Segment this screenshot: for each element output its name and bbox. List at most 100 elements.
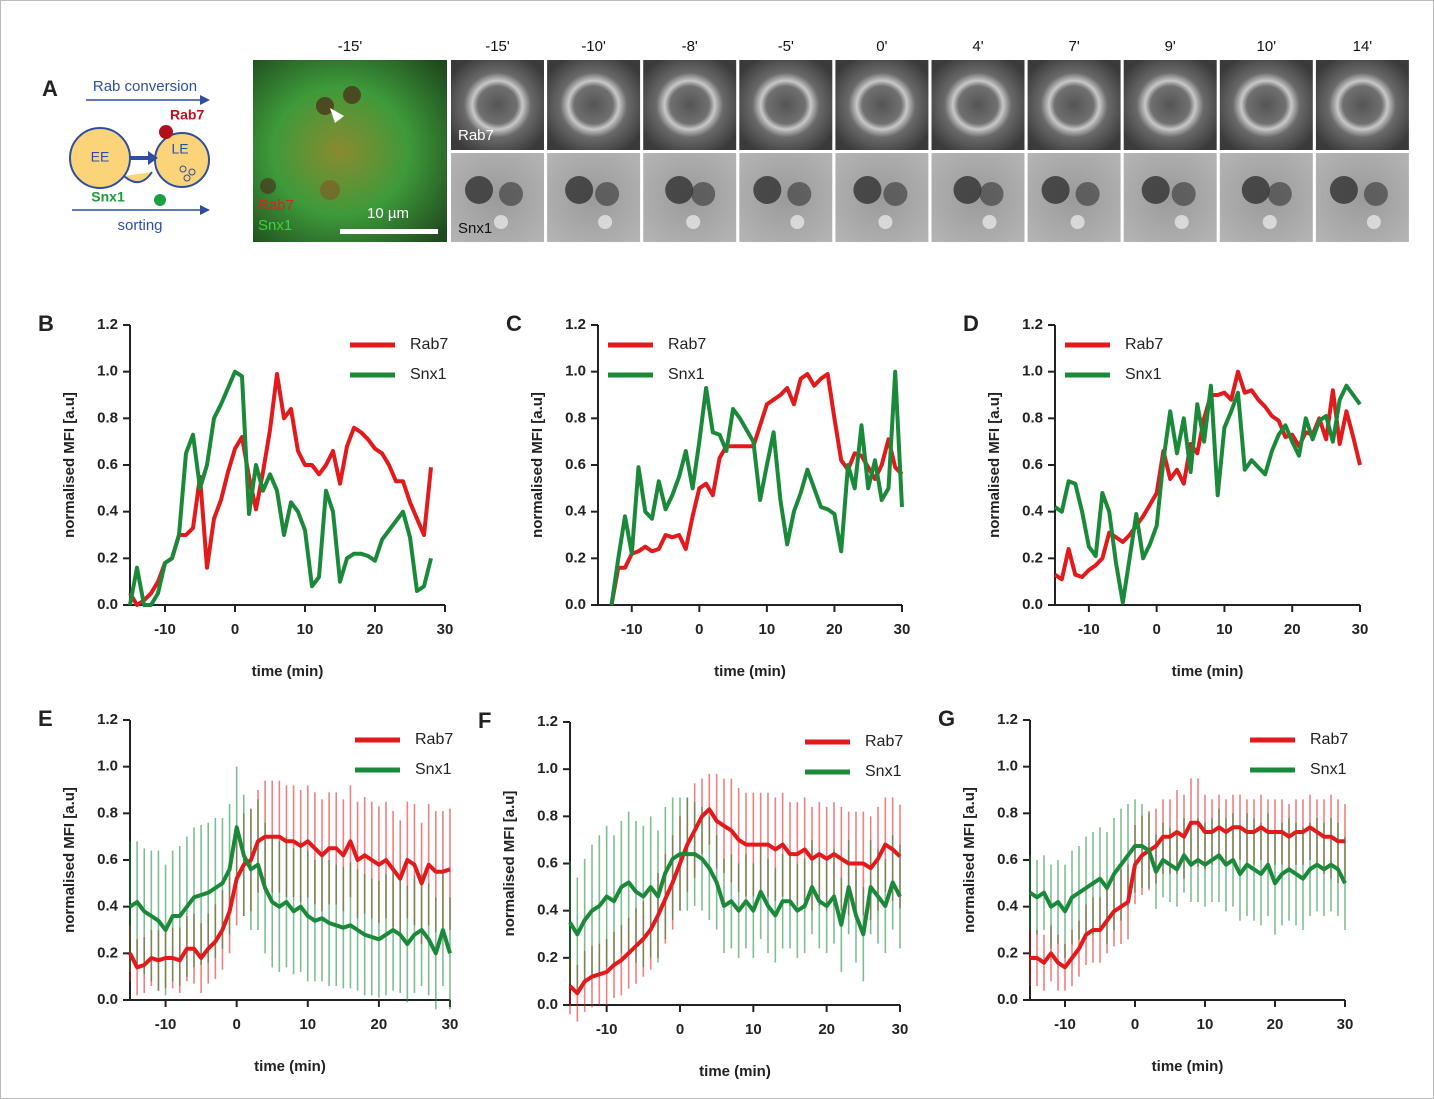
time-label: -5' [778,38,794,55]
tile-feature [565,176,594,204]
schematic-text: Snx1 [91,189,125,205]
snx1-tile [1027,153,1121,242]
schematic-text: Rab conversion [93,78,197,95]
schematic-text: LE [171,141,188,157]
tile-feature [686,215,701,229]
y-tick-label: 0.0 [97,991,118,1008]
time-label: 0' [876,38,887,55]
y-tick-label: 1.2 [537,713,558,730]
y-tick-label: 0.0 [565,596,586,613]
schematic-text: EE [91,149,110,165]
series-line [568,807,902,996]
vesicle [183,174,191,182]
series-line [1030,820,1345,970]
y-tick-label: 0.2 [97,549,118,566]
x-tick-label: 20 [826,621,843,638]
y-tick-label: 0.4 [997,898,1019,915]
tile-feature [494,215,508,229]
y-tick-label: 0.6 [1022,456,1043,473]
time-label: 14' [1353,38,1373,55]
x-tick-label: -10 [155,1016,177,1033]
arrowhead [200,95,210,105]
y-tick-label: 0.0 [537,996,558,1013]
channel-label: Snx1 [258,217,292,234]
series-line [1028,844,1347,914]
legend-label: Rab7 [415,731,453,748]
x-tick-label: 20 [371,1016,388,1033]
y-tick-label: 0.2 [1022,549,1043,566]
time-label: -15' [338,38,363,55]
schematic-text: Rab7 [170,107,204,123]
x-tick-label: 10 [1197,1016,1214,1033]
x-tick-label: 0 [676,1021,684,1038]
x-tick-label: 30 [1337,1016,1354,1033]
y-tick-label: 1.0 [997,758,1018,775]
legend-label: Rab7 [668,336,706,353]
tile-feature [753,176,782,204]
x-tick-label: 30 [1352,621,1369,638]
y-axis-label: normalised MFI [a.u] [501,791,518,937]
legend-label: Rab7 [1125,336,1163,353]
rab7-tile [835,60,929,150]
time-label: -15' [485,38,510,55]
y-tick-label: 0.8 [537,807,558,824]
montage: -15' -10' -8' -5' 0' 4' 7' 9' 10' 14' Rab7 Snx1 [451,38,1409,242]
y-tick-label: 0.6 [97,851,118,868]
x-tick-label: 0 [695,621,703,638]
tile-feature [691,182,716,206]
tile-feature [465,176,493,204]
vesicle [179,165,187,173]
legend-label: Snx1 [865,763,902,780]
legend-label: Snx1 [668,366,705,383]
panel-label: C [506,311,522,336]
x-tick-label: 20 [367,621,384,638]
tile-feature [787,182,812,206]
x-tick-label: 10 [745,1021,762,1038]
y-tick-label: 0.2 [565,549,586,566]
x-axis-label: time (min) [252,663,324,680]
tile-feature [878,215,893,229]
y-tick-label: 0.0 [97,596,118,613]
y-tick-label: 0.4 [97,898,119,915]
legend-label: Snx1 [410,366,447,383]
time-label: 10' [1257,38,1277,55]
x-tick-label: 20 [1284,621,1301,638]
arrowhead [148,151,158,165]
y-tick-label: 0.4 [537,902,559,919]
x-tick-label: -10 [154,621,176,638]
rab7-tile [931,60,1025,150]
tile-feature [499,182,523,206]
series-line [609,372,904,606]
tile-feature [853,176,882,204]
y-axis-label: normalised MFI [a.u] [986,392,1003,538]
panel-label: A [42,76,58,101]
x-tick-label: 30 [442,1016,459,1033]
scale-bar-label: 10 µm [367,205,409,222]
snx1-tile [547,153,641,242]
rab7-tile [739,60,833,150]
y-tick-label: 0.4 [1022,503,1044,520]
tile-feature [883,182,908,206]
y-tick-label: 0.4 [565,503,587,520]
x-tick-label: 10 [759,621,776,638]
y-tick-label: 0.2 [997,944,1018,961]
tile-feature [598,215,613,229]
x-tick-label: -10 [596,1021,618,1038]
row-label: Snx1 [458,220,492,237]
y-tick-label: 0.2 [537,949,558,966]
x-tick-label: 20 [818,1021,835,1038]
x-axis-label: time (min) [714,663,786,680]
y-tick-label: 0.0 [997,991,1018,1008]
time-label: 9' [1165,38,1176,55]
image-feature [260,178,276,194]
x-tick-label: 0 [231,621,239,638]
time-label: -10' [581,38,606,55]
panel-label: B [38,311,54,336]
y-tick-label: 0.6 [97,456,118,473]
panel-label: G [938,706,955,731]
schematic-text: sorting [117,217,162,234]
time-label: 7' [1068,38,1079,55]
y-tick-label: 0.8 [1022,409,1043,426]
legend-label: Rab7 [1310,731,1348,748]
